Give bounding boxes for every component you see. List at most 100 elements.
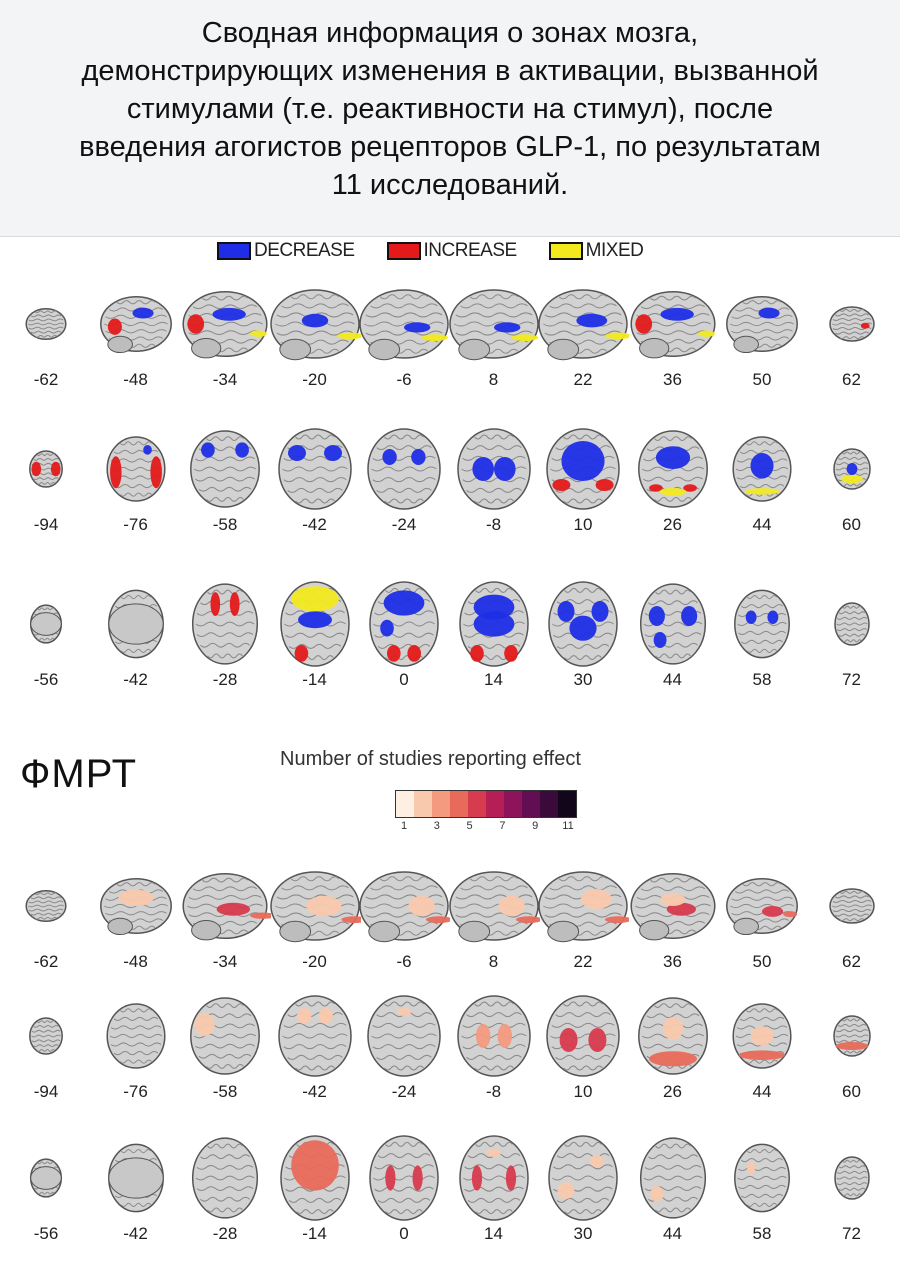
coronal-slice: -94 — [0, 425, 92, 545]
sagittal-slice: 8 — [448, 862, 540, 982]
axial-brain-slice-image — [191, 583, 259, 665]
slice-coordinate-label: 58 — [752, 670, 772, 689]
scale-tick-label: 3 — [433, 820, 440, 832]
slice-coordinate-label: -28 — [212, 1224, 238, 1243]
caption-line: стимулами (т.е. реактивности на стимул),… — [126, 93, 774, 125]
scale-segment — [414, 791, 432, 817]
slice-coordinate-label: -48 — [123, 952, 148, 971]
slice-coordinate-label: 26 — [663, 515, 682, 534]
sagittal-brain-slice-image — [726, 878, 798, 936]
coronal-slice: 26 — [627, 425, 719, 545]
sagittal-brain-slice-image — [269, 289, 361, 361]
axial-slice: 58 — [716, 580, 808, 700]
scale-segment — [432, 791, 450, 817]
slice-coordinate-label: 50 — [752, 952, 772, 971]
scale-segment — [504, 791, 522, 817]
slice-coordinate-label: -24 — [391, 515, 417, 534]
coronal-slice: -24 — [358, 425, 450, 545]
scale-ticks: 1 3 5 7 9 11 — [395, 820, 577, 836]
slice-coordinate-label: -34 — [212, 370, 238, 389]
coronal-brain-slice-image — [29, 1017, 63, 1055]
coronal-slice: 44 — [716, 992, 808, 1112]
axial-slice: -28 — [179, 580, 271, 700]
coronal-row: -94 -76 -58 -42 -24 -8 10 26 44 60 — [0, 992, 900, 1112]
slice-coordinate-label: 0 — [399, 1224, 409, 1243]
axial-slice: 72 — [806, 580, 898, 700]
slice-coordinate-label: 44 — [752, 515, 772, 534]
slice-coordinate-label: 44 — [752, 1082, 772, 1101]
coronal-brain-slice-image — [105, 436, 166, 502]
caption-line: введения агогистов рецепторов GLP-1, по … — [79, 131, 821, 163]
slice-coordinate-label: 30 — [573, 1224, 593, 1243]
slice-coordinate-label: 72 — [842, 670, 861, 689]
axial-brain-slice-image — [369, 581, 439, 667]
sagittal-slice: -34 — [179, 862, 271, 982]
slice-coordinate-label: 14 — [484, 1224, 503, 1243]
slice-coordinate-label: -62 — [33, 370, 59, 389]
axial-brain-slice-image — [458, 581, 529, 667]
coronal-slice: 10 — [537, 992, 629, 1112]
sagittal-brain-slice-image — [25, 307, 67, 341]
axial-brain-slice-image — [734, 1143, 790, 1213]
sagittal-brain-slice-image — [629, 290, 716, 359]
slice-coordinate-label: 44 — [663, 1224, 682, 1243]
legend-item-mixed: MIXED — [548, 240, 644, 262]
slice-coordinate-label: 8 — [488, 952, 499, 971]
slice-coordinate-label: 62 — [842, 952, 861, 971]
axial-slice: -42 — [90, 1134, 182, 1254]
sagittal-slice: -20 — [269, 280, 361, 400]
sagittal-slice: 62 — [806, 862, 898, 982]
caption-line: демонстрирующих изменения в активации, в… — [81, 55, 819, 87]
sagittal-brain-slice-image — [269, 871, 361, 943]
sagittal-slice: 36 — [627, 862, 719, 982]
axial-slice: 0 — [358, 580, 450, 700]
coronal-brain-slice-image — [832, 1015, 871, 1057]
sagittal-slice: -6 — [358, 280, 450, 400]
scale-segment — [468, 791, 486, 817]
coronal-slice: -8 — [448, 425, 540, 545]
slice-coordinate-label: -34 — [212, 952, 238, 971]
slice-coordinate-label: -94 — [33, 515, 59, 534]
axial-brain-slice-image — [458, 1135, 529, 1221]
coronal-brain-slice-image — [367, 995, 441, 1077]
scale-tick-label: 1 — [400, 820, 408, 832]
coronal-brain-slice-image — [190, 997, 260, 1075]
sagittal-slice: -48 — [90, 280, 182, 400]
axial-slice: 30 — [537, 580, 629, 700]
sagittal-brain-slice-image — [828, 306, 875, 342]
coronal-slice: -76 — [90, 425, 182, 545]
slice-coordinate-label: 0 — [399, 670, 409, 689]
slice-coordinate-label: -42 — [302, 1082, 327, 1101]
slice-coordinate-label: 62 — [842, 370, 861, 389]
slice-coordinate-label: -8 — [485, 1082, 502, 1101]
axial-brain-slice-image — [639, 1137, 706, 1219]
slice-coordinate-label: 26 — [663, 1082, 682, 1101]
sagittal-slice: -6 — [358, 862, 450, 982]
slice-coordinate-label: 58 — [752, 1224, 772, 1243]
scale-bar — [395, 790, 577, 818]
legend-item-increase: INCREASE — [386, 240, 517, 262]
coronal-slice: -24 — [358, 992, 450, 1112]
slice-coordinate-label: -6 — [396, 370, 412, 389]
coronal-brain-slice-image — [367, 428, 441, 510]
slice-coordinate-label: -56 — [33, 670, 59, 689]
coronal-row: -94 -76 -58 -42 -24 -8 10 26 44 60 — [0, 425, 900, 545]
scale-segment — [540, 791, 558, 817]
coronal-slice: 10 — [537, 425, 629, 545]
axial-slice: -28 — [179, 1134, 271, 1254]
coronal-brain-slice-image — [190, 430, 260, 508]
slice-coordinate-label: -58 — [212, 1082, 238, 1101]
slice-coordinate-label: -28 — [212, 670, 238, 689]
slice-coordinate-label: 8 — [488, 370, 499, 389]
sagittal-brain-slice-image — [182, 290, 268, 359]
slice-coordinate-label: 22 — [573, 952, 593, 971]
legend-label-mixed: MIXED — [585, 240, 644, 261]
scale-title: Number of studies reporting effect — [280, 748, 581, 770]
slice-coordinate-label: -14 — [302, 670, 327, 689]
coronal-slice: -58 — [179, 992, 271, 1112]
slice-coordinate-label: 50 — [752, 370, 772, 389]
axial-slice: 14 — [448, 580, 540, 700]
slice-coordinate-label: -48 — [123, 370, 148, 389]
axial-slice: -14 — [269, 1134, 361, 1254]
scale-tick-label: 11 — [562, 820, 574, 832]
